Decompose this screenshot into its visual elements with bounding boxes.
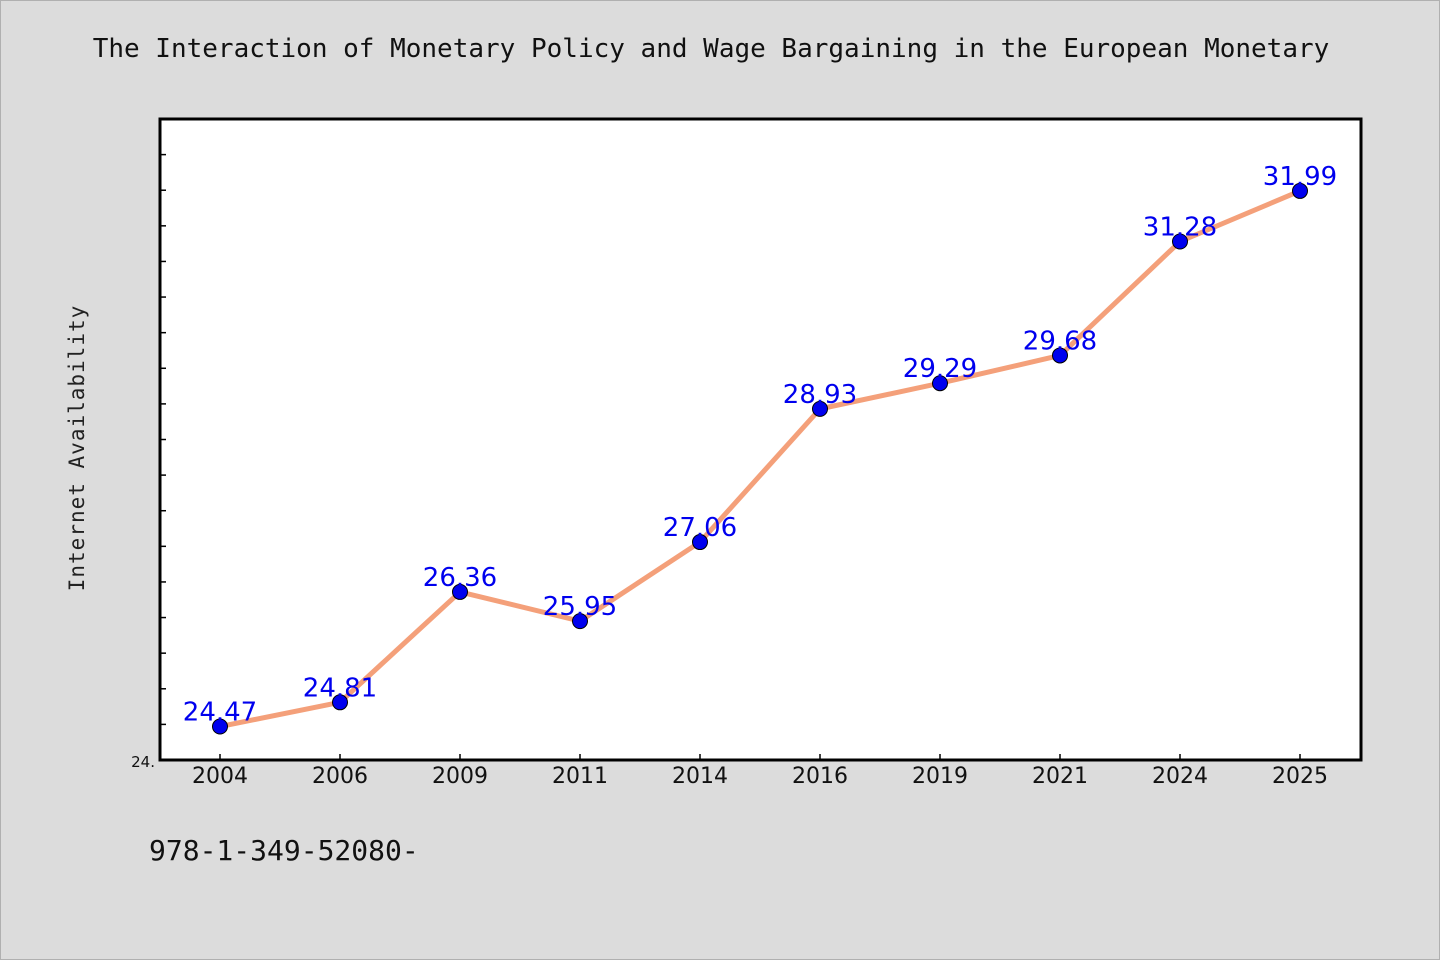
data-label: 24.47 — [183, 698, 257, 728]
data-label: 31.99 — [1263, 162, 1337, 192]
plot-border — [158, 117, 1363, 762]
x-tick-label: 2004 — [192, 764, 248, 789]
x-tick-label: 2016 — [792, 764, 848, 789]
data-point — [1292, 182, 1308, 199]
data-point — [332, 694, 348, 711]
x-tick-label: 2019 — [912, 764, 968, 789]
data-labels: 24.47 24.81 26.36 25.95 27.06 28.93 29.29 29.68… — [183, 162, 1337, 728]
data-markers — [212, 182, 1308, 735]
x-axis-ticks: 2004 2006 2009 2011 2014 2016 2019 2021 2024 2025 — [192, 754, 1328, 789]
x-tick-label: 2011 — [552, 764, 608, 789]
plot-area — [160, 119, 1361, 760]
data-point — [812, 400, 828, 417]
data-label: 27.06 — [663, 513, 737, 543]
data-point — [1172, 233, 1188, 250]
x-tick-label: 2025 — [1272, 764, 1328, 789]
data-label: 26.36 — [423, 563, 497, 593]
x-tick-label: 2021 — [1032, 764, 1088, 789]
data-label: 29.29 — [903, 354, 977, 384]
data-label: 28.93 — [783, 380, 857, 410]
data-label: 25.95 — [543, 592, 617, 622]
chart-title: The Interaction of Monetary Policy and W… — [92, 34, 1330, 64]
series-line — [217, 188, 1303, 730]
data-point — [1052, 347, 1068, 364]
data-point — [692, 534, 708, 551]
data-label: 24.81 — [303, 673, 377, 703]
data-point — [932, 375, 948, 392]
x-tick-label: 2009 — [432, 764, 488, 789]
data-point — [452, 583, 468, 600]
data-label: 31.28 — [1143, 213, 1217, 243]
footnote-isbn: 978-1-349-52080- — [149, 834, 419, 867]
x-tick-label: 2024 — [1152, 764, 1208, 789]
data-label: 29.68 — [1023, 326, 1097, 356]
y-tick-label: 24. — [131, 753, 155, 771]
data-point — [572, 613, 588, 630]
x-tick-label: 2006 — [312, 764, 368, 789]
x-tick-label: 2014 — [672, 764, 728, 789]
data-point — [212, 718, 228, 735]
